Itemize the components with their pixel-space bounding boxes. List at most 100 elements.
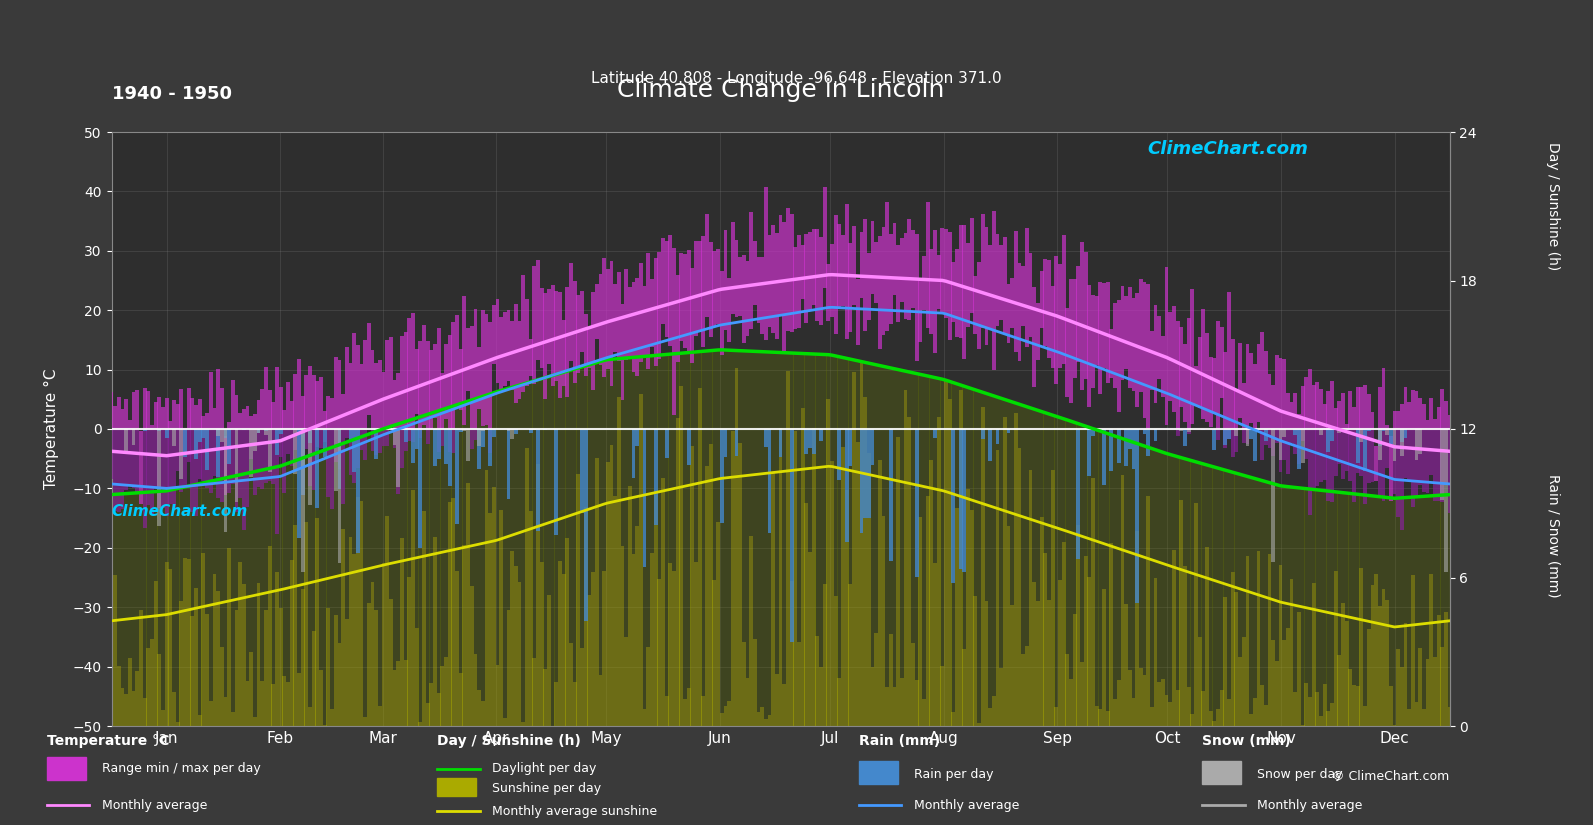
Bar — [1150, 707, 1153, 726]
Bar — [1201, 691, 1206, 726]
Bar — [153, 429, 158, 488]
Bar — [849, 584, 852, 726]
Bar — [785, 208, 790, 331]
Bar — [264, 610, 268, 726]
Bar — [256, 429, 261, 433]
Bar — [661, 238, 664, 324]
Bar — [580, 291, 585, 352]
Bar — [1128, 287, 1131, 388]
Bar — [1429, 496, 1434, 574]
Bar — [1051, 415, 1055, 470]
Bar — [448, 335, 452, 429]
Bar — [1381, 497, 1386, 589]
Bar — [191, 398, 194, 429]
Bar — [422, 511, 425, 726]
Bar — [529, 511, 532, 726]
Bar — [562, 372, 566, 573]
Bar — [220, 478, 223, 647]
Bar — [1198, 637, 1201, 726]
Bar — [264, 469, 268, 610]
Bar — [819, 238, 824, 325]
Bar — [1359, 568, 1364, 726]
Bar — [1311, 429, 1316, 490]
Bar — [785, 370, 790, 726]
Bar — [287, 464, 290, 681]
Bar — [1117, 429, 1121, 464]
Bar — [386, 340, 389, 429]
Bar — [1176, 429, 1179, 436]
Bar — [1316, 429, 1319, 487]
Bar — [1418, 648, 1423, 726]
Bar — [785, 353, 790, 370]
Bar — [143, 388, 147, 429]
Bar — [793, 248, 796, 329]
Bar — [239, 429, 242, 497]
Bar — [180, 389, 183, 429]
Bar — [1220, 469, 1223, 691]
Bar — [268, 429, 271, 472]
Bar — [1203, 761, 1241, 784]
Bar — [430, 683, 433, 726]
Bar — [929, 377, 933, 460]
Bar — [1007, 526, 1010, 726]
Bar — [580, 429, 585, 513]
Bar — [988, 245, 992, 329]
Bar — [467, 328, 470, 391]
Bar — [610, 359, 613, 446]
Bar — [366, 434, 371, 603]
Bar — [1117, 437, 1121, 681]
Bar — [1333, 429, 1338, 477]
Bar — [363, 429, 366, 460]
Bar — [577, 368, 580, 474]
Bar — [371, 429, 374, 451]
Bar — [153, 492, 158, 582]
Bar — [304, 429, 309, 449]
Bar — [397, 429, 400, 487]
Bar — [1330, 429, 1333, 441]
Bar — [1348, 493, 1352, 669]
Bar — [150, 639, 155, 726]
Bar — [194, 405, 198, 429]
Bar — [1437, 407, 1440, 429]
Bar — [518, 582, 521, 726]
Bar — [495, 666, 500, 726]
Text: ClimeChart.com: ClimeChart.com — [1147, 139, 1308, 158]
Bar — [419, 429, 422, 437]
Bar — [790, 581, 793, 726]
Bar — [510, 321, 515, 390]
Bar — [296, 429, 301, 538]
Bar — [996, 397, 999, 450]
Bar — [1344, 429, 1349, 471]
Bar — [790, 214, 793, 332]
Bar — [844, 429, 849, 542]
Bar — [1099, 282, 1102, 394]
Bar — [569, 263, 573, 361]
Bar — [779, 429, 782, 457]
Bar — [175, 429, 180, 470]
Bar — [239, 563, 242, 726]
Bar — [1179, 429, 1184, 431]
Bar — [1117, 681, 1121, 726]
Bar — [492, 305, 495, 364]
Bar — [690, 267, 695, 364]
Bar — [228, 429, 231, 493]
Bar — [1153, 429, 1158, 441]
Bar — [1448, 707, 1451, 726]
Bar — [268, 389, 271, 429]
Bar — [768, 352, 771, 714]
Bar — [400, 337, 405, 429]
Bar — [198, 715, 202, 726]
Bar — [1411, 497, 1415, 575]
Bar — [374, 431, 378, 610]
Bar — [440, 666, 444, 726]
Bar — [1209, 466, 1212, 710]
Bar — [827, 264, 830, 322]
Bar — [150, 492, 155, 639]
Bar — [1322, 404, 1327, 429]
Bar — [1297, 413, 1301, 429]
Bar — [276, 572, 279, 726]
Bar — [366, 603, 371, 726]
Bar — [487, 513, 492, 726]
Bar — [1114, 303, 1117, 388]
Bar — [841, 447, 844, 726]
